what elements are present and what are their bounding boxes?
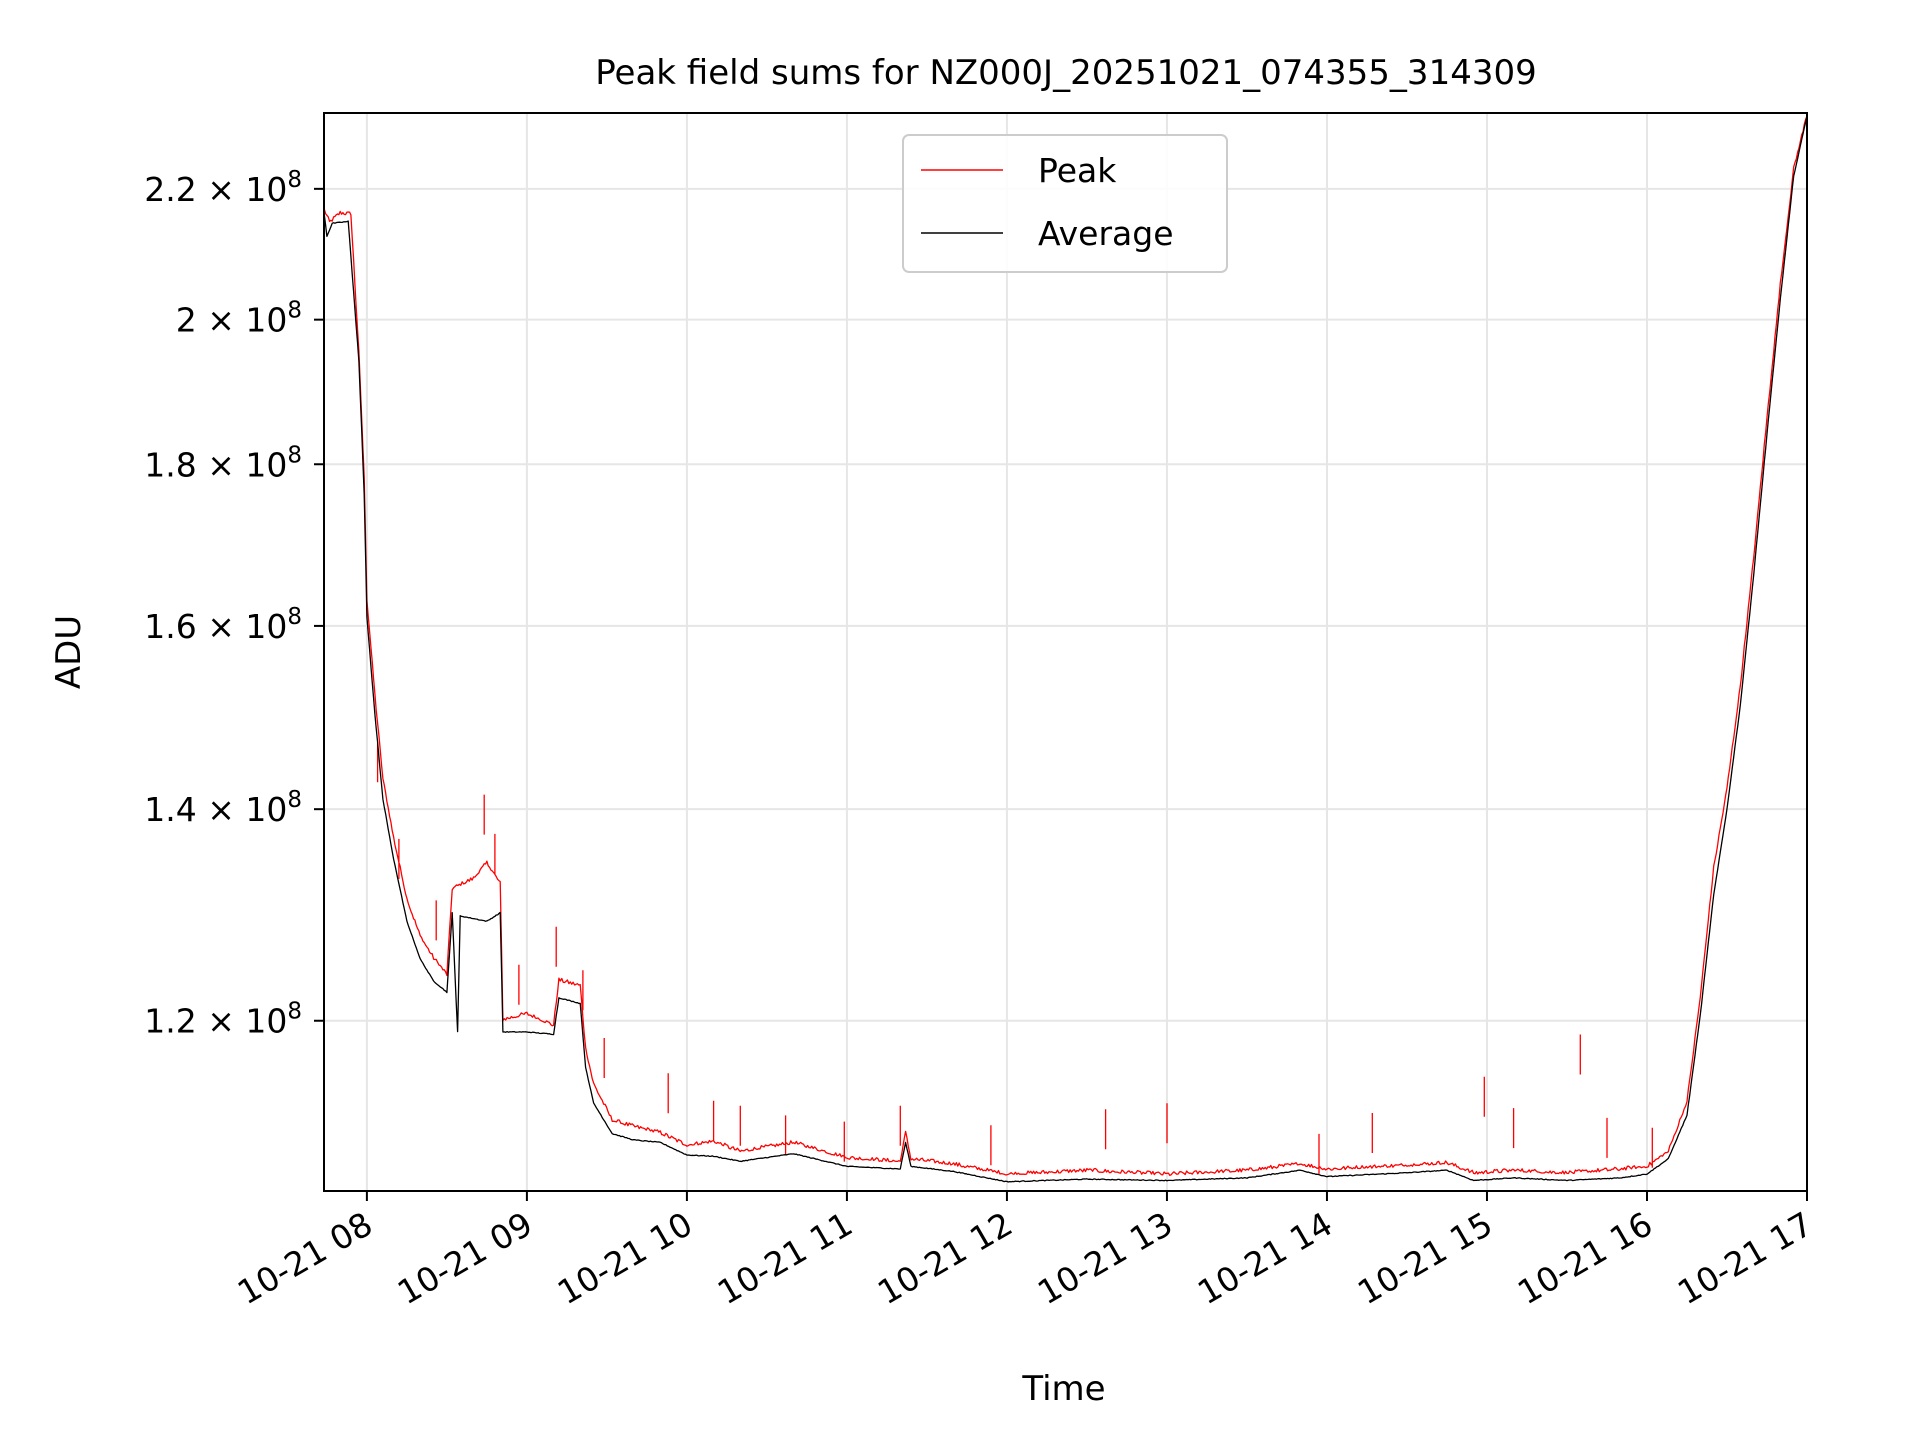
y-tick-base: 10 [245, 607, 287, 646]
y-tick-label: 2.2 × 108 [144, 167, 302, 209]
plot-frame [323, 112, 1808, 1192]
legend-label-average: Average [1038, 214, 1174, 253]
series-line-average [324, 115, 1807, 1183]
y-tick-mantissa: 2 [176, 301, 197, 340]
y-tick-base: 10 [245, 1002, 287, 1041]
x-axis-label: Time [1021, 1369, 1105, 1409]
y-tick-times: × [197, 607, 246, 646]
legend: Peak Average [902, 134, 1228, 273]
y-tick-base: 10 [245, 790, 287, 829]
y-tick-mantissa: 1.2 [144, 1002, 196, 1041]
y-tick-mantissa: 1.8 [144, 445, 196, 484]
y-tick-label: 1.6 × 108 [144, 604, 302, 646]
y-tick-exponent: 8 [287, 604, 302, 630]
y-tick-base: 10 [245, 170, 287, 209]
y-tick-times: × [197, 1002, 246, 1041]
y-tick-times: × [197, 301, 246, 340]
y-tick-exponent: 8 [287, 167, 302, 193]
y-tick-exponent: 8 [287, 999, 302, 1025]
y-tick-label: 1.2 × 108 [144, 999, 302, 1041]
y-tick-times: × [197, 170, 246, 209]
y-tick-times: × [197, 445, 246, 484]
y-tick-exponent: 8 [287, 787, 302, 813]
series-line-peak [324, 115, 1807, 1177]
y-tick-mantissa: 1.4 [144, 790, 196, 829]
legend-label-peak: Peak [1038, 151, 1117, 190]
y-tick-mantissa: 1.6 [144, 607, 196, 646]
y-tick-base: 10 [245, 301, 287, 340]
y-tick-times: × [197, 790, 246, 829]
chart-title: Peak field sums for NZ000J_20251021_0743… [595, 53, 1536, 93]
series-layer [324, 115, 1807, 1183]
y-tick-label: 2 × 108 [176, 298, 302, 340]
y-tick-base: 10 [245, 445, 287, 484]
y-tick-label: 1.8 × 108 [144, 442, 302, 484]
y-tick-mantissa: 2.2 [144, 170, 196, 209]
y-tick-exponent: 8 [287, 442, 302, 468]
y-tick-label: 1.4 × 108 [144, 787, 302, 829]
y-tick-exponent: 8 [287, 298, 302, 324]
y-axis-label: ADU [49, 615, 89, 689]
